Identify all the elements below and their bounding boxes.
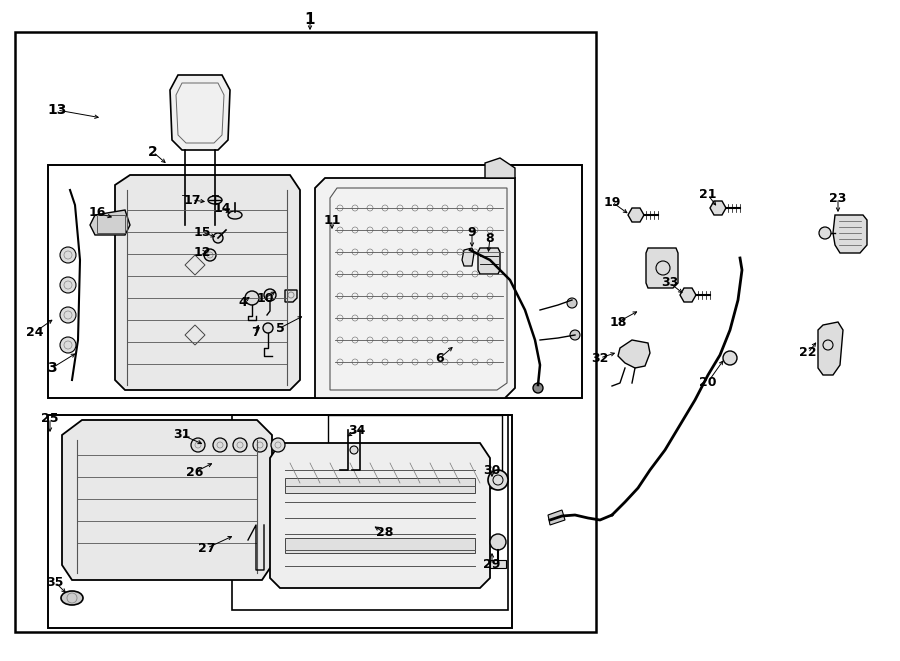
Circle shape [213, 438, 227, 452]
Text: 17: 17 [184, 194, 201, 206]
Text: 31: 31 [174, 428, 191, 442]
Text: 25: 25 [41, 412, 58, 424]
Text: 29: 29 [483, 559, 500, 572]
Polygon shape [548, 510, 565, 525]
Circle shape [723, 351, 737, 365]
Text: 8: 8 [486, 231, 494, 245]
Circle shape [533, 383, 543, 393]
Circle shape [60, 337, 76, 353]
Circle shape [204, 249, 216, 261]
Text: 19: 19 [603, 196, 621, 208]
Text: 21: 21 [699, 188, 716, 202]
Bar [285, 538, 475, 553]
Circle shape [350, 446, 358, 454]
Text: 6: 6 [436, 352, 445, 364]
Text: 27: 27 [198, 541, 216, 555]
Circle shape [263, 323, 273, 333]
Polygon shape [478, 248, 500, 274]
Bar [48, 415, 512, 628]
Polygon shape [285, 290, 297, 302]
Text: 22: 22 [799, 346, 817, 360]
Text: 3: 3 [47, 361, 57, 375]
Text: 1: 1 [305, 13, 315, 28]
Polygon shape [115, 175, 300, 390]
Bar [48, 165, 582, 398]
Circle shape [490, 534, 506, 550]
Polygon shape [485, 158, 515, 178]
Polygon shape [462, 248, 474, 266]
Circle shape [233, 438, 247, 452]
Polygon shape [680, 288, 696, 302]
Polygon shape [646, 248, 678, 288]
Polygon shape [710, 201, 726, 215]
Text: 16: 16 [88, 206, 105, 219]
Text: 2: 2 [148, 145, 157, 159]
Text: 10: 10 [256, 292, 274, 305]
Text: 5: 5 [275, 321, 284, 334]
Text: 35: 35 [46, 576, 64, 588]
Circle shape [60, 307, 76, 323]
Text: 24: 24 [26, 325, 44, 338]
Polygon shape [270, 443, 490, 588]
Polygon shape [62, 420, 272, 580]
Text: 15: 15 [194, 225, 211, 239]
Polygon shape [315, 178, 515, 398]
Text: 26: 26 [186, 465, 203, 479]
Ellipse shape [213, 233, 223, 243]
Circle shape [191, 438, 205, 452]
Ellipse shape [61, 591, 83, 605]
Text: 11: 11 [323, 214, 341, 227]
Bar [97, 215, 125, 233]
Bar [15, 32, 596, 632]
Polygon shape [833, 215, 867, 253]
Text: 12: 12 [194, 245, 211, 258]
Polygon shape [818, 322, 843, 375]
Text: 4: 4 [238, 295, 248, 309]
Polygon shape [628, 208, 644, 222]
Polygon shape [170, 75, 230, 150]
Circle shape [60, 247, 76, 263]
Text: 7: 7 [250, 327, 259, 340]
Text: 23: 23 [829, 192, 847, 204]
Circle shape [488, 470, 508, 490]
Ellipse shape [228, 211, 242, 219]
Bar [328, 415, 502, 488]
Text: 30: 30 [483, 463, 500, 477]
Ellipse shape [208, 196, 222, 204]
Text: 32: 32 [591, 352, 608, 364]
Text: 9: 9 [468, 227, 476, 239]
Circle shape [567, 298, 577, 308]
Circle shape [271, 438, 285, 452]
Text: 18: 18 [609, 315, 626, 329]
Bar [285, 478, 475, 493]
Circle shape [819, 227, 831, 239]
Bar [232, 415, 508, 610]
Polygon shape [618, 340, 650, 368]
Circle shape [245, 291, 259, 305]
Text: 28: 28 [376, 527, 393, 539]
Polygon shape [490, 560, 506, 568]
Circle shape [264, 289, 276, 301]
Text: 33: 33 [662, 276, 679, 290]
Text: 14: 14 [213, 202, 230, 215]
Text: 13: 13 [48, 103, 67, 117]
Circle shape [60, 277, 76, 293]
Circle shape [570, 330, 580, 340]
Polygon shape [90, 210, 130, 235]
Text: 20: 20 [699, 375, 716, 389]
Circle shape [253, 438, 267, 452]
Text: 34: 34 [348, 424, 365, 436]
